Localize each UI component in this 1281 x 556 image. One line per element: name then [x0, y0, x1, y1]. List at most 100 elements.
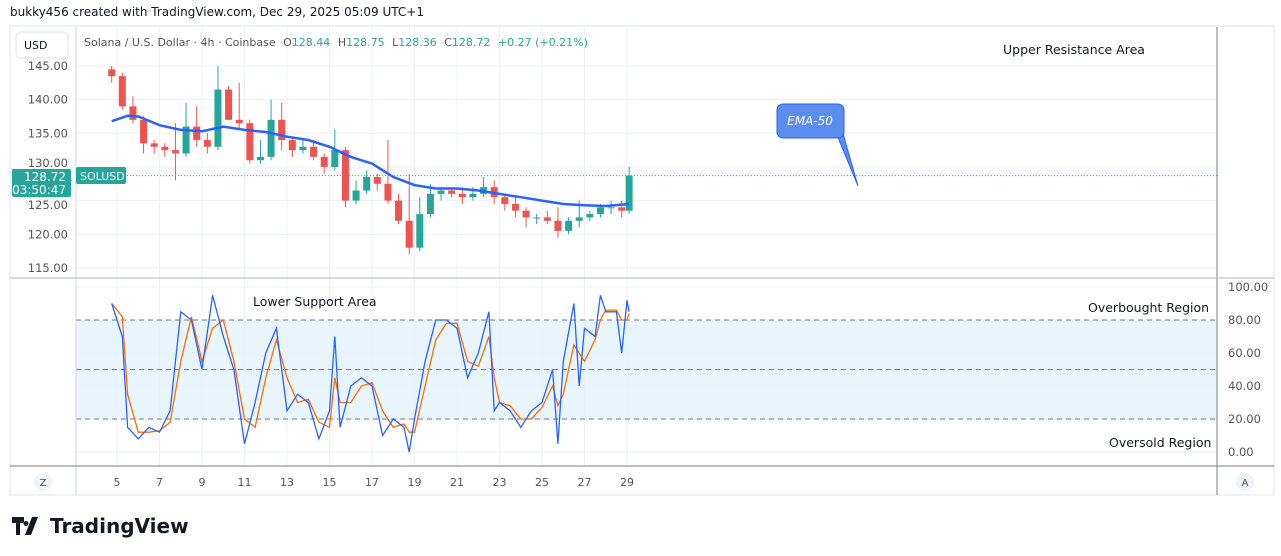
- legend-h-label: H: [338, 36, 346, 49]
- tradingview-logo-text: TradingView: [50, 514, 189, 538]
- x-tick-label: 19: [408, 476, 422, 489]
- candle: [607, 200, 615, 215]
- candle-body: [586, 214, 594, 218]
- x-tick-label: 5: [114, 476, 121, 489]
- x-tick-label: 21: [450, 476, 464, 489]
- candle: [363, 170, 371, 194]
- candle: [501, 193, 509, 211]
- candle-body: [331, 150, 339, 167]
- auto-scale-button[interactable]: [1236, 473, 1254, 491]
- price-tag-value: 128.72: [24, 170, 66, 184]
- y-tick-label: 120.00: [28, 227, 68, 241]
- candle: [416, 197, 424, 252]
- candle: [171, 123, 179, 181]
- candle-body: [288, 140, 296, 151]
- candle-body: [448, 190, 456, 194]
- candle-body: [320, 156, 328, 167]
- price-tag: 128.72 03:50:47 SOLUSD: [12, 167, 126, 197]
- candle: [246, 119, 254, 164]
- candle: [310, 140, 318, 161]
- price-axis[interactable]: 145.00 140.00 135.00 130.00 125.00 120.00 115.…: [28, 59, 68, 275]
- candle-body: [278, 119, 286, 141]
- price-tag-countdown: 03:50:47: [12, 183, 66, 197]
- z-button[interactable]: [34, 473, 52, 491]
- candles: [108, 66, 633, 255]
- y-tick-label: 125.00: [28, 198, 68, 212]
- x-tick-label: 25: [535, 476, 549, 489]
- candle-body: [575, 217, 583, 221]
- candle: [625, 166, 633, 215]
- candle-body: [225, 89, 233, 120]
- candle-body: [118, 76, 126, 107]
- y-tick-label: 130.00: [28, 156, 68, 170]
- candle-body: [618, 207, 626, 211]
- x-tick-label: 9: [199, 476, 206, 489]
- candle-body: [458, 193, 466, 198]
- candle: [384, 140, 392, 204]
- candle-body: [437, 190, 445, 194]
- candle-body: [469, 193, 477, 198]
- candle: [203, 133, 211, 154]
- candle-body: [150, 143, 158, 147]
- stoch-axis[interactable]: 100.00 80.00 60.00 40.00 20.00 0.00: [1228, 280, 1268, 459]
- candle-body: [310, 146, 318, 157]
- x-tick-label: 11: [238, 476, 252, 489]
- x-tick-label: 15: [323, 476, 337, 489]
- candle: [129, 96, 137, 124]
- candle: [395, 193, 403, 225]
- chart-frame: [9, 25, 1275, 496]
- candle: [373, 173, 381, 191]
- auto-scale-label: A: [1242, 478, 1249, 489]
- y-tick-label: 115.00: [28, 261, 68, 275]
- candle: [161, 143, 169, 157]
- currency-button[interactable]: [15, 31, 69, 59]
- candle-body: [554, 220, 562, 231]
- candle-body: [341, 150, 349, 201]
- candle-body: [140, 119, 148, 144]
- candle-body: [543, 217, 551, 221]
- candle-body: [299, 146, 307, 151]
- candle-body: [108, 69, 116, 77]
- legend-l-label: L: [392, 36, 399, 49]
- y-tick-label: 135.00: [28, 126, 68, 140]
- candle: [352, 180, 360, 204]
- currency-label: USD: [24, 39, 48, 52]
- candle: [214, 66, 222, 151]
- legend-o-label: O: [283, 36, 292, 49]
- candle-body: [426, 193, 434, 215]
- candle-body: [533, 217, 541, 219]
- legend: Solana / U.S. Dollar · 4h · Coinbase O12…: [84, 36, 588, 49]
- stoch-d-line: [111, 303, 630, 433]
- candle-body: [511, 203, 519, 211]
- legend-low: 128.36: [398, 36, 437, 49]
- y-tick-label: 140.00: [28, 93, 68, 107]
- ema-callout-label: EMA-50: [787, 114, 833, 128]
- time-axis[interactable]: 5 7 9 11 13 15 17 19 21 23 25 27 29: [114, 476, 635, 489]
- candle-body: [214, 89, 222, 147]
- candle-body: [405, 220, 413, 248]
- stoch-tick-label: 20.00: [1228, 412, 1261, 426]
- candle-body: [384, 183, 392, 201]
- stoch-tick-label: 100.00: [1228, 280, 1268, 294]
- x-tick-label: 23: [493, 476, 507, 489]
- legend-close: 128.72: [452, 36, 491, 49]
- oversold-label: Oversold Region: [1109, 435, 1211, 450]
- candle-body: [363, 177, 371, 191]
- candle-body: [625, 175, 633, 211]
- tradingview-logo[interactable]: TradingView: [12, 514, 189, 538]
- candle: [543, 210, 551, 225]
- candle: [108, 66, 116, 83]
- candle: [235, 82, 243, 130]
- candle: [193, 106, 201, 147]
- candle-body: [129, 106, 137, 120]
- y-tick-label: 145.00: [28, 59, 68, 73]
- stoch-k-line: [111, 295, 630, 453]
- candle: [554, 207, 562, 238]
- candle-body: [161, 146, 169, 151]
- ema-callout: EMA-50: [776, 103, 859, 187]
- candle: [288, 136, 296, 157]
- candle-body: [193, 126, 201, 141]
- stoch-tick-label: 80.00: [1228, 313, 1261, 327]
- candle: [405, 173, 413, 255]
